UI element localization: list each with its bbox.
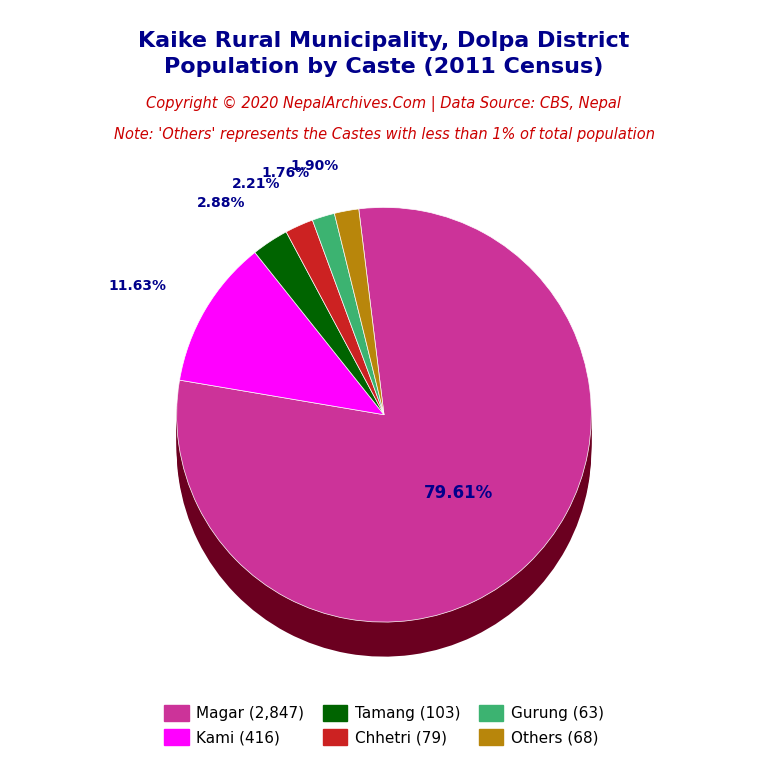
Wedge shape	[313, 248, 384, 449]
Wedge shape	[334, 215, 384, 421]
Wedge shape	[313, 217, 384, 418]
Wedge shape	[180, 264, 384, 426]
Wedge shape	[177, 239, 591, 654]
Text: 11.63%: 11.63%	[108, 279, 166, 293]
Text: 2.88%: 2.88%	[197, 197, 245, 210]
Wedge shape	[286, 229, 384, 423]
Legend: Magar (2,847), Kami (416), Tamang (103), Chhetri (79), Gurung (63), Others (68): Magar (2,847), Kami (416), Tamang (103),…	[157, 698, 611, 753]
Wedge shape	[180, 278, 384, 441]
Wedge shape	[255, 240, 384, 423]
Wedge shape	[177, 210, 591, 625]
Wedge shape	[177, 230, 591, 645]
Wedge shape	[286, 243, 384, 438]
Wedge shape	[313, 214, 384, 415]
Text: Note: 'Others' represents the Castes with less than 1% of total population: Note: 'Others' represents the Castes wit…	[114, 127, 654, 142]
Wedge shape	[286, 226, 384, 421]
Wedge shape	[180, 261, 384, 423]
Wedge shape	[255, 260, 384, 444]
Wedge shape	[334, 240, 384, 446]
Text: 1.76%: 1.76%	[262, 166, 310, 180]
Wedge shape	[255, 258, 384, 441]
Wedge shape	[313, 240, 384, 441]
Wedge shape	[334, 212, 384, 418]
Wedge shape	[334, 243, 384, 449]
Wedge shape	[313, 225, 384, 426]
Wedge shape	[177, 233, 591, 648]
Wedge shape	[286, 246, 384, 441]
Wedge shape	[286, 249, 384, 444]
Wedge shape	[180, 270, 384, 432]
Wedge shape	[180, 287, 384, 449]
Wedge shape	[313, 233, 384, 435]
Wedge shape	[334, 217, 384, 423]
Wedge shape	[177, 227, 591, 642]
Wedge shape	[180, 281, 384, 444]
Wedge shape	[286, 240, 384, 435]
Text: Kaike Rural Municipality, Dolpa District
Population by Caste (2011 Census): Kaike Rural Municipality, Dolpa District…	[138, 31, 630, 77]
Wedge shape	[255, 243, 384, 426]
Wedge shape	[334, 227, 384, 432]
Wedge shape	[255, 255, 384, 438]
Wedge shape	[313, 230, 384, 432]
Text: 2.21%: 2.21%	[232, 177, 280, 191]
Wedge shape	[255, 266, 384, 449]
Text: Copyright © 2020 NepalArchives.Com | Data Source: CBS, Nepal: Copyright © 2020 NepalArchives.Com | Dat…	[147, 96, 621, 112]
Wedge shape	[177, 225, 591, 639]
Wedge shape	[255, 232, 384, 415]
Wedge shape	[177, 219, 591, 634]
Wedge shape	[255, 249, 384, 432]
Wedge shape	[286, 252, 384, 446]
Wedge shape	[286, 237, 384, 432]
Wedge shape	[334, 220, 384, 426]
Wedge shape	[180, 284, 384, 446]
Wedge shape	[313, 237, 384, 438]
Wedge shape	[313, 222, 384, 423]
Text: 79.61%: 79.61%	[424, 484, 493, 502]
Wedge shape	[313, 219, 384, 421]
Wedge shape	[334, 209, 384, 415]
Wedge shape	[177, 216, 591, 631]
Wedge shape	[286, 255, 384, 449]
Wedge shape	[286, 232, 384, 426]
Wedge shape	[177, 222, 591, 637]
Wedge shape	[334, 223, 384, 429]
Wedge shape	[177, 214, 591, 627]
Wedge shape	[334, 235, 384, 441]
Wedge shape	[180, 255, 384, 418]
Wedge shape	[177, 207, 591, 622]
Wedge shape	[286, 220, 384, 415]
Wedge shape	[334, 229, 384, 435]
Wedge shape	[180, 258, 384, 421]
Wedge shape	[177, 237, 591, 650]
Wedge shape	[180, 273, 384, 435]
Wedge shape	[255, 237, 384, 421]
Wedge shape	[313, 228, 384, 429]
Wedge shape	[334, 232, 384, 438]
Wedge shape	[180, 276, 384, 438]
Wedge shape	[286, 234, 384, 429]
Wedge shape	[286, 223, 384, 418]
Wedge shape	[180, 266, 384, 429]
Wedge shape	[313, 242, 384, 444]
Wedge shape	[255, 247, 384, 429]
Wedge shape	[334, 238, 384, 444]
Wedge shape	[255, 252, 384, 435]
Wedge shape	[180, 253, 384, 415]
Wedge shape	[313, 245, 384, 446]
Wedge shape	[255, 235, 384, 418]
Text: 1.90%: 1.90%	[290, 159, 338, 173]
Wedge shape	[177, 242, 591, 657]
Wedge shape	[255, 263, 384, 446]
